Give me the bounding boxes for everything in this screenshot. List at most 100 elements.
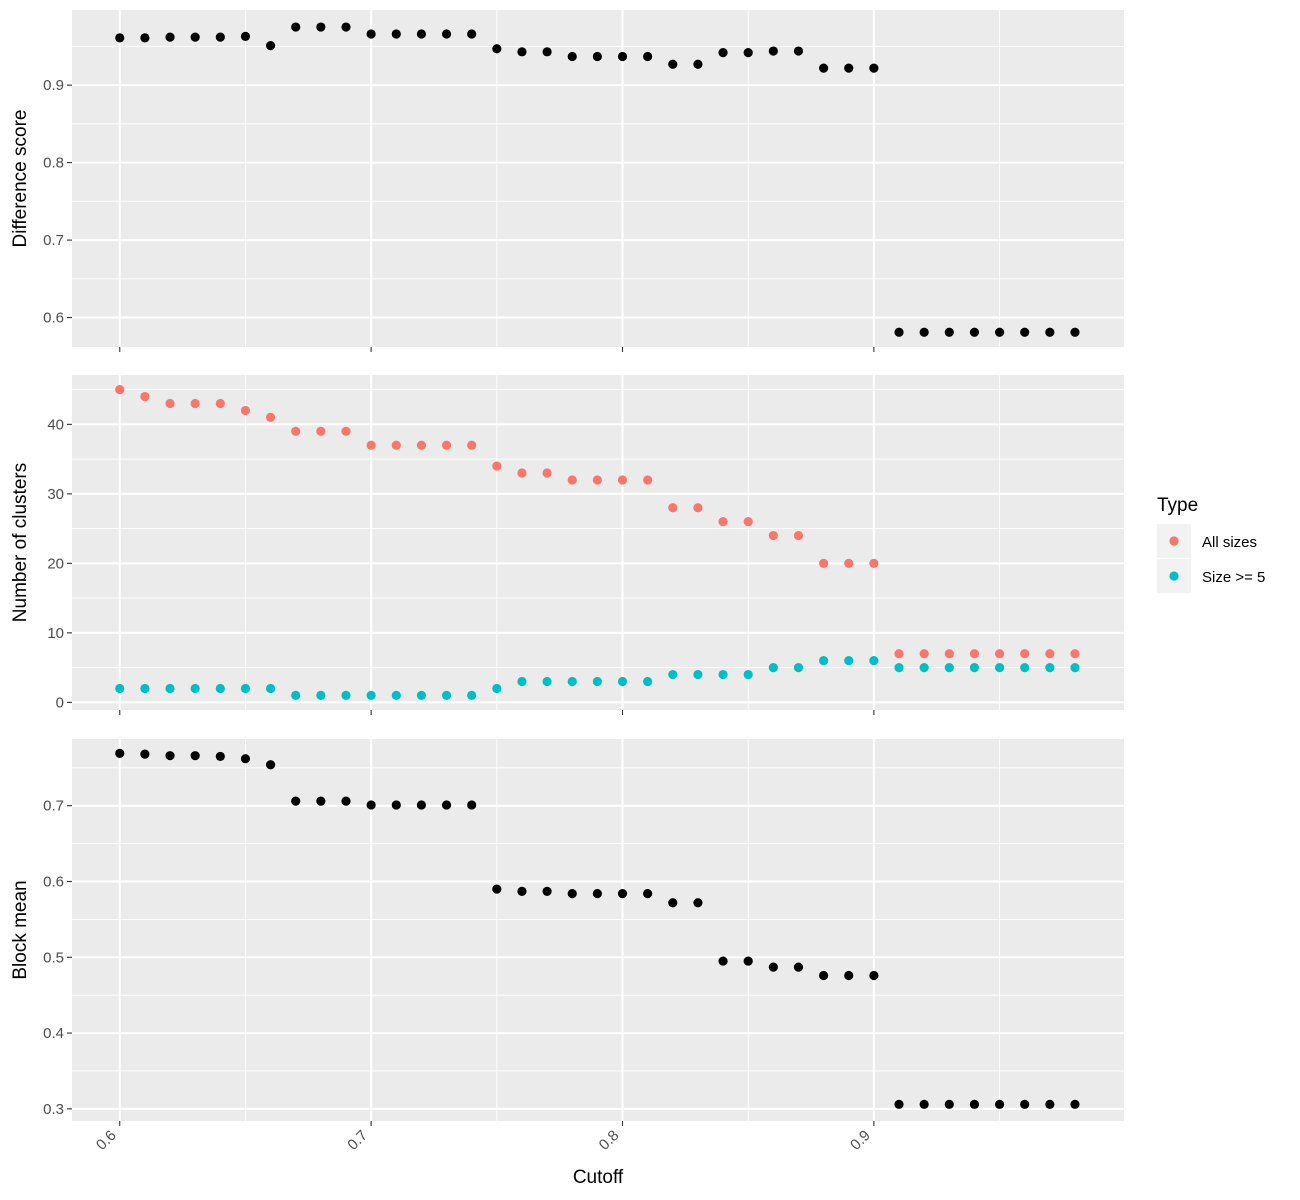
data-point [1070,649,1080,659]
data-point [341,796,351,806]
data-point [492,683,502,694]
data-point [944,1099,954,1109]
data-point [115,33,125,43]
data-point [567,889,577,899]
data-point [291,690,301,701]
data-point [994,663,1005,673]
data-point [643,889,653,899]
data-point [165,32,175,42]
data-point [793,962,804,972]
y-tick-label: 20 [47,555,64,572]
data-point [1045,663,1055,673]
data-point [1020,1099,1030,1109]
data-point [617,676,628,687]
data-point [919,663,929,673]
data-point [316,426,326,436]
data-point [592,889,602,899]
data-point [215,751,225,762]
data-point [668,59,678,69]
data-point [391,29,401,39]
data-point [793,46,804,56]
data-point [190,751,200,761]
data-point [693,669,703,680]
data-point [768,962,778,972]
data-point [492,461,502,471]
data-point [190,398,200,409]
data-point [215,32,225,42]
data-point [693,898,703,908]
data-point [366,440,376,450]
data-point [844,970,854,981]
data-point [944,663,954,673]
panel-background [72,10,1124,347]
data-point [969,327,980,337]
data-point [1045,327,1055,337]
data-point [140,749,150,759]
y-axis-title: Difference score [10,110,31,248]
data-point [718,48,728,58]
y-axis-title: Number of clusters [10,463,31,622]
data-point [743,48,753,58]
series-1 [115,384,1080,659]
x-tick-label: 0.6 [93,1127,120,1154]
data-point [592,676,602,687]
y-tick-label: 0.6 [43,873,64,890]
data-point [793,663,804,673]
series-2 [115,656,1080,701]
data-point [869,970,879,981]
data-point [165,398,175,409]
data-point [643,51,653,62]
data-point [743,517,753,527]
y-tick-label: 30 [47,486,64,503]
data-point [869,558,879,568]
data-point [844,558,854,568]
data-point [894,663,904,673]
y-tick-label: 0.3 [43,1101,64,1118]
data-point [165,751,175,761]
data-point [316,796,326,806]
panel-background [72,739,1124,1121]
y-tick-label: 0.6 [43,310,64,327]
data-point [668,503,678,513]
data-point [542,47,552,57]
y-tick-label: 0.4 [43,1025,64,1042]
data-point [265,683,276,694]
panel-3: 0.3 0.4 0.5 0.6 0.7 0.6 0.7 0.8 0.9 Block mean Cut… [10,739,1124,1188]
data-point [718,956,728,966]
data-point [718,517,728,527]
data-point [115,384,125,395]
data-point [819,970,829,981]
data-point [969,663,980,673]
data-point [190,683,200,694]
data-point [416,29,427,39]
legend-swatch [1169,536,1179,546]
data-point [542,886,552,896]
data-point [366,29,376,39]
data-point [492,884,502,894]
y-tick-label: 0.9 [43,77,64,94]
data-point [341,690,351,701]
data-point [793,530,804,541]
data-point [341,22,351,32]
x-tick-label: 0.8 [596,1127,623,1154]
data-point [517,47,527,57]
data-point [894,327,904,337]
x-tick-label: 0.9 [847,1127,874,1154]
y-tick-label: 0.8 [43,155,64,172]
data-point [617,475,628,485]
data-point [316,690,326,701]
data-point [291,796,301,806]
data-point [416,440,427,450]
data-point [668,898,678,908]
data-point [441,690,452,701]
data-point [467,800,477,810]
data-point [944,649,954,659]
y-tick-label: 0.7 [43,798,64,815]
data-point [693,503,703,513]
data-point [994,649,1005,659]
data-point [391,690,401,701]
data-point [969,1099,980,1109]
legend-title: Type [1157,495,1198,516]
data-point [919,327,929,337]
data-point [215,683,225,694]
